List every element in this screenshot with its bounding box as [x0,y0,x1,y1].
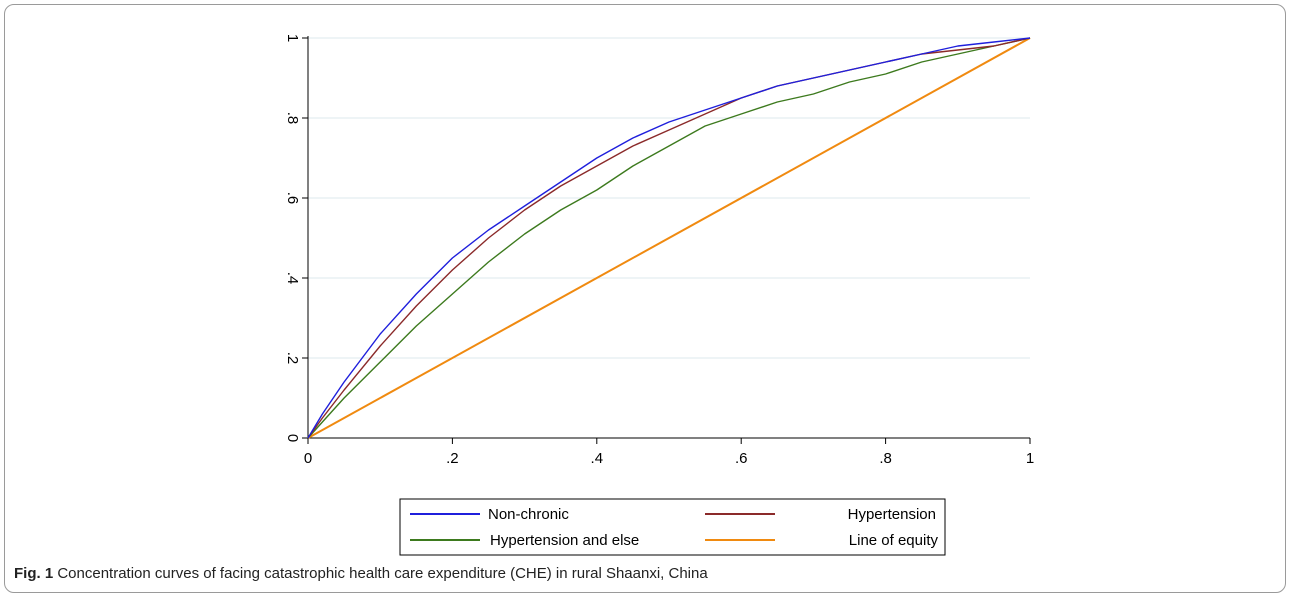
y-tick-label: 0 [284,434,301,442]
x-tick-label: .8 [879,450,892,467]
y-tick-label: .8 [284,112,301,125]
x-tick-label: .4 [591,450,604,467]
figure-caption: Fig. 1 Concentration curves of facing ca… [14,565,708,582]
y-tick-label: .2 [284,352,301,365]
figure-caption-text: Concentration curves of facing catastrop… [57,565,708,582]
figure-frame [4,4,1286,593]
series-line-non-chronic [307,37,1031,439]
series-lines [307,37,1031,439]
series-line-hypertension-and-else [307,37,1031,439]
y-tick-label: 1 [284,34,301,42]
legend-label-line-of-equity: Line of equity [849,532,939,549]
legend-box [399,498,946,556]
series-line-line-of-equity [307,37,1031,439]
x-tick-label: 1 [1026,450,1034,467]
x-tick-label: 0 [304,450,312,467]
axes: 0 .2 .4 .6 .8 1 0 .2 .4 .6 .8 1 [284,34,1034,467]
figure-caption-label: Fig. 1 [14,565,54,582]
legend-label-hypertension-and-else: Hypertension and else [490,532,639,549]
y-tick-label: .4 [284,272,301,285]
grid-lines [308,37,1030,359]
legend-label-non-chronic: Non-chronic [488,506,569,523]
legend-label-hypertension: Hypertension [848,506,936,523]
x-tick-label: .6 [735,450,748,467]
y-tick-label: .6 [284,192,301,205]
legend: Non-chronic Hypertension Hypertension and … [399,498,946,556]
x-tick-label: .2 [446,450,459,467]
